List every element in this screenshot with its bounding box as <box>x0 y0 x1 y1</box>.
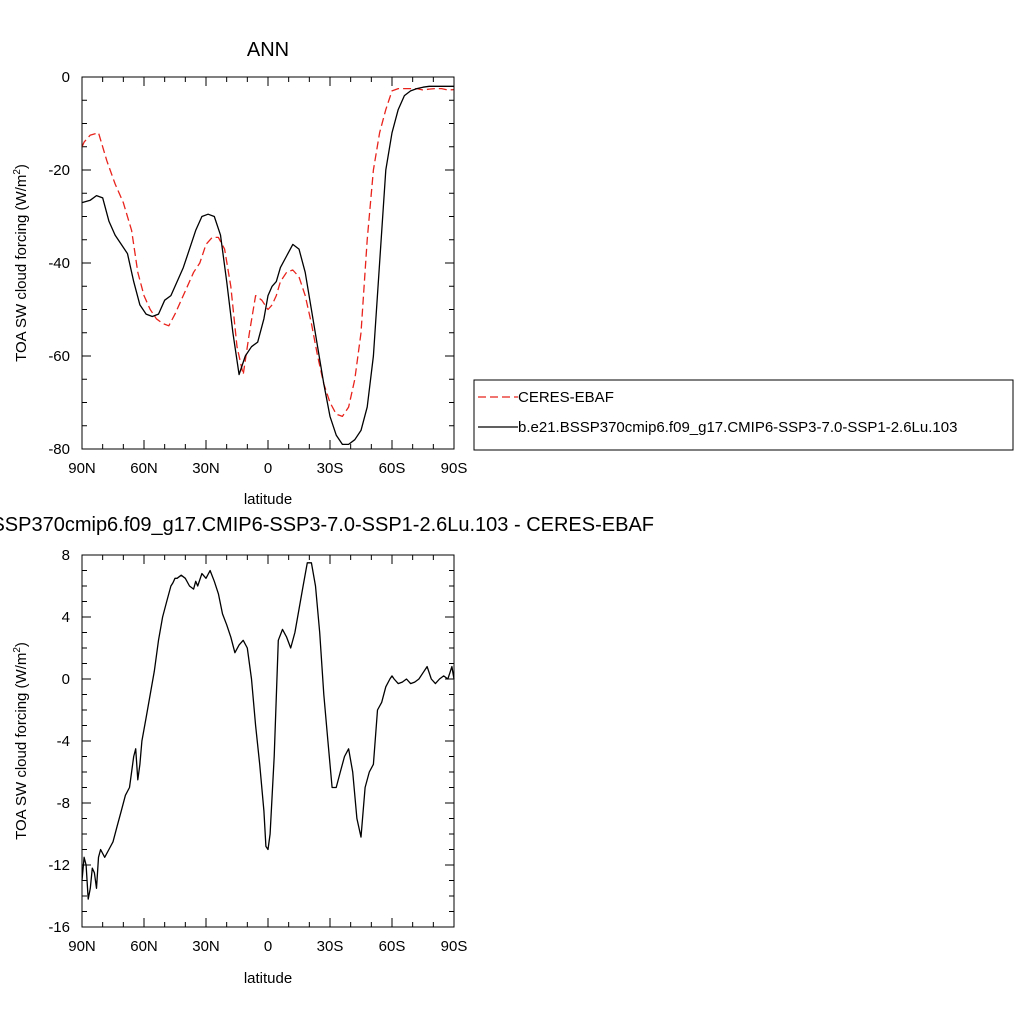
x-tick-label: 30S <box>317 938 344 955</box>
plot-frame <box>81 554 455 928</box>
y-tick-label: -20 <box>48 162 70 179</box>
panel-title: b.e21.BSSP370cmip6.f09_g17.CMIP6-SSP3-7.… <box>0 514 654 536</box>
series-group <box>81 85 455 446</box>
x-tick-label: 60S <box>379 938 406 955</box>
y-tick-label: -16 <box>48 919 70 936</box>
x-tick-label: 0 <box>264 460 272 477</box>
y-tick-label: 8 <box>62 547 70 564</box>
x-tick-label: 60N <box>130 460 158 477</box>
x-axis-label: latitude <box>244 970 292 987</box>
panel-annual-cloud-forcing: ANN 90N 60N 30N 0 30S 60S 90S 0 -20 -40 -60 -80 lat… <box>12 39 467 508</box>
y-axis-label: TOA SW cloud forcing (W/m2) <box>12 642 30 840</box>
x-tick-label: 60N <box>130 938 158 955</box>
legend-box <box>473 379 1014 451</box>
x-tick-label: 90S <box>441 938 468 955</box>
tick-labels: 90N 60N 30N 0 30S 60S 90S 8 4 0 -4 -8 -12 -16 <box>48 547 467 955</box>
y-tick-label: -8 <box>57 795 70 812</box>
legend-entry-ceres: CERES-EBAF <box>518 389 614 406</box>
x-axis-label: latitude <box>244 491 292 508</box>
x-tick-label: 60S <box>379 460 406 477</box>
tick-marks <box>81 76 455 450</box>
series-line-0 <box>81 562 455 900</box>
x-tick-label: 90N <box>68 938 96 955</box>
tick-marks <box>81 554 455 928</box>
y-tick-label: 4 <box>62 609 70 626</box>
x-tick-label: 0 <box>264 938 272 955</box>
y-tick-label: 0 <box>62 69 70 86</box>
y-axis-label-tail: ) <box>13 164 30 169</box>
x-tick-label: 30S <box>317 460 344 477</box>
y-tick-label: -12 <box>48 857 70 874</box>
legend-entry-model: b.e21.BSSP370cmip6.f09_g17.CMIP6-SSP3-7.… <box>518 419 957 436</box>
panel-difference: b.e21.BSSP370cmip6.f09_g17.CMIP6-SSP3-7.… <box>0 514 654 987</box>
y-axis-label: TOA SW cloud forcing (W/m2) <box>12 164 30 362</box>
y-tick-label: 0 <box>62 671 70 688</box>
legend: CERES-EBAF b.e21.BSSP370cmip6.f09_g17.CM… <box>473 379 1014 451</box>
y-tick-label: -60 <box>48 348 70 365</box>
y-axis-label-main: TOA SW cloud forcing (W/m <box>13 653 30 840</box>
y-tick-label: -4 <box>57 733 70 750</box>
tick-labels: 90N 60N 30N 0 30S 60S 90S 0 -20 -40 -60 -80 <box>48 69 467 477</box>
x-tick-label: 90N <box>68 460 96 477</box>
x-tick-label: 90S <box>441 460 468 477</box>
plot-frame <box>81 76 455 450</box>
y-axis-label-sup: 2 <box>12 169 23 175</box>
panel-title: ANN <box>247 39 289 61</box>
x-tick-label: 30N <box>192 938 220 955</box>
y-tick-label: -80 <box>48 441 70 458</box>
y-axis-label-sup: 2 <box>12 647 23 653</box>
y-tick-label: -40 <box>48 255 70 272</box>
y-axis-label-tail: ) <box>13 642 30 647</box>
series-line-0 <box>81 87 455 418</box>
series-group <box>81 562 455 900</box>
y-axis-label-main: TOA SW cloud forcing (W/m <box>13 175 30 362</box>
series-line-1 <box>81 85 454 446</box>
x-tick-label: 30N <box>192 460 220 477</box>
